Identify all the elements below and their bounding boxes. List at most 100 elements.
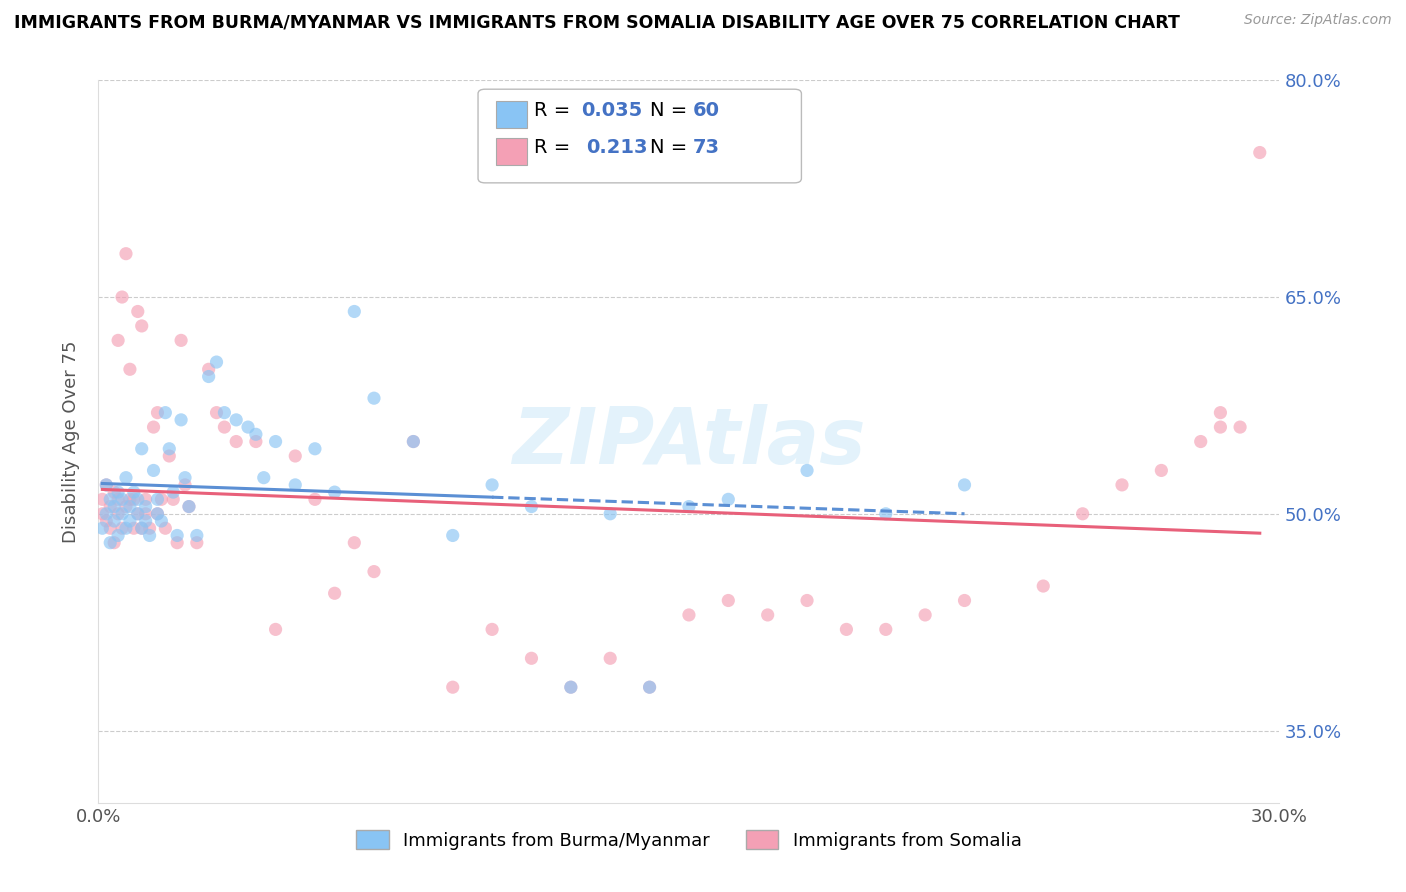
- Point: [796, 463, 818, 477]
- Point: [111, 507, 134, 521]
- Text: N =: N =: [650, 101, 693, 120]
- Text: R =: R =: [534, 101, 576, 120]
- Point: [107, 485, 129, 500]
- Text: 73: 73: [693, 138, 720, 157]
- Text: ZIPAtlas: ZIPAtlas: [512, 403, 866, 480]
- Point: [96, 478, 118, 492]
- Point: [122, 485, 145, 500]
- Point: [186, 528, 208, 542]
- Point: [245, 427, 267, 442]
- Point: [678, 607, 700, 622]
- Point: [323, 485, 346, 500]
- Point: [91, 521, 114, 535]
- Point: [717, 492, 740, 507]
- Point: [115, 500, 138, 514]
- Point: [118, 500, 141, 514]
- Point: [236, 420, 259, 434]
- Point: [91, 492, 114, 507]
- Point: [177, 500, 200, 514]
- Point: [111, 492, 134, 507]
- Text: R =: R =: [534, 138, 583, 157]
- Point: [111, 290, 134, 304]
- Point: [225, 434, 247, 449]
- Point: [131, 442, 153, 456]
- Point: [717, 593, 740, 607]
- Point: [131, 318, 153, 333]
- Point: [150, 492, 173, 507]
- Point: [146, 406, 169, 420]
- Point: [638, 680, 661, 694]
- Point: [1249, 145, 1271, 160]
- Point: [177, 500, 200, 514]
- Point: [1032, 579, 1054, 593]
- Point: [98, 535, 121, 549]
- Point: [264, 623, 287, 637]
- Point: [157, 442, 180, 456]
- Point: [135, 514, 157, 528]
- Point: [122, 492, 145, 507]
- Point: [441, 528, 464, 542]
- Point: [135, 492, 157, 507]
- Legend: Immigrants from Burma/Myanmar, Immigrants from Somalia: Immigrants from Burma/Myanmar, Immigrant…: [347, 822, 1031, 859]
- Point: [186, 535, 208, 549]
- Y-axis label: Disability Age Over 75: Disability Age Over 75: [62, 340, 80, 543]
- Point: [118, 492, 141, 507]
- Point: [127, 507, 149, 521]
- Point: [363, 565, 385, 579]
- Point: [127, 304, 149, 318]
- Point: [678, 500, 700, 514]
- Point: [118, 362, 141, 376]
- Point: [363, 391, 385, 405]
- Point: [170, 413, 193, 427]
- Point: [914, 607, 936, 622]
- Point: [103, 514, 125, 528]
- Point: [1071, 507, 1094, 521]
- Point: [756, 607, 779, 622]
- Point: [131, 521, 153, 535]
- Point: [162, 485, 184, 500]
- Text: 0.213: 0.213: [586, 138, 648, 157]
- Point: [111, 521, 134, 535]
- Point: [170, 334, 193, 348]
- Point: [146, 492, 169, 507]
- Point: [214, 406, 236, 420]
- Point: [343, 304, 366, 318]
- Point: [162, 492, 184, 507]
- Point: [107, 528, 129, 542]
- Point: [284, 449, 307, 463]
- Point: [155, 521, 177, 535]
- Point: [197, 369, 219, 384]
- Point: [146, 507, 169, 521]
- Point: [103, 485, 125, 500]
- Point: [1229, 420, 1251, 434]
- Point: [115, 521, 138, 535]
- Point: [107, 334, 129, 348]
- Point: [796, 593, 818, 607]
- Point: [402, 434, 425, 449]
- Text: IMMIGRANTS FROM BURMA/MYANMAR VS IMMIGRANTS FROM SOMALIA DISABILITY AGE OVER 75 : IMMIGRANTS FROM BURMA/MYANMAR VS IMMIGRA…: [14, 13, 1180, 31]
- Point: [131, 521, 153, 535]
- Point: [138, 521, 160, 535]
- Point: [115, 246, 138, 260]
- Point: [1209, 420, 1232, 434]
- Point: [122, 521, 145, 535]
- Point: [245, 434, 267, 449]
- Point: [520, 500, 543, 514]
- Text: Source: ZipAtlas.com: Source: ZipAtlas.com: [1244, 13, 1392, 28]
- Point: [304, 492, 326, 507]
- Point: [599, 507, 621, 521]
- Point: [205, 355, 228, 369]
- Point: [115, 470, 138, 484]
- Point: [155, 406, 177, 420]
- Point: [107, 492, 129, 507]
- Point: [560, 680, 582, 694]
- Point: [953, 593, 976, 607]
- Point: [304, 442, 326, 456]
- Point: [253, 470, 276, 484]
- Point: [174, 478, 197, 492]
- Point: [118, 514, 141, 528]
- Point: [225, 413, 247, 427]
- Point: [343, 535, 366, 549]
- Point: [638, 680, 661, 694]
- Point: [264, 434, 287, 449]
